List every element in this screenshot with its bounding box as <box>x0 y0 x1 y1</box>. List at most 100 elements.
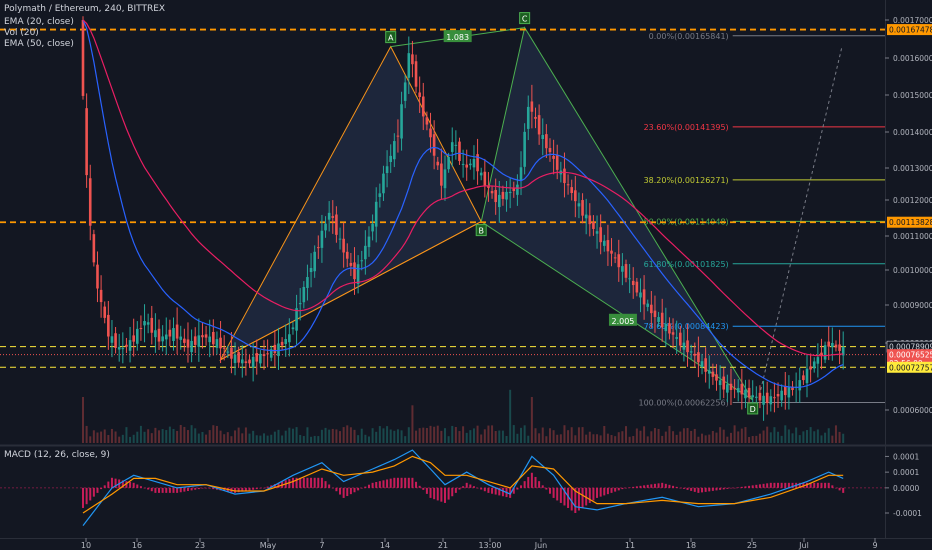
macd-histogram-bar <box>339 487 342 495</box>
candle-body <box>146 322 150 325</box>
candle-body <box>96 264 99 289</box>
candle-body <box>523 131 526 167</box>
macd-axis-label: -0.0001 <box>893 509 922 518</box>
volume-bar <box>444 428 446 443</box>
macd-histogram-bar <box>418 485 421 488</box>
macd-histogram-bar <box>186 487 189 491</box>
volume-bar <box>690 430 693 443</box>
volume-bar <box>827 428 830 443</box>
macd-histogram-bar <box>476 487 479 489</box>
volume-bar <box>349 427 352 443</box>
candle-body <box>418 92 421 97</box>
macd-histogram-bar <box>462 486 465 488</box>
candle <box>338 227 342 250</box>
volume-bar <box>635 428 638 443</box>
macd-title[interactable]: MACD (12, 26, close, 9) <box>4 450 110 460</box>
candle-body <box>389 155 392 162</box>
volume-bar <box>581 427 584 443</box>
candle-body <box>164 334 168 340</box>
pattern-point-marker <box>519 12 531 25</box>
candle-body <box>602 240 606 246</box>
candle-body <box>277 343 280 357</box>
macd-histogram-bar <box>729 487 732 489</box>
candle-body <box>827 341 831 347</box>
candle <box>212 319 215 356</box>
candle <box>440 148 443 199</box>
candle <box>317 235 320 259</box>
volume-bar <box>367 436 370 443</box>
macd-histogram-bar <box>487 487 490 493</box>
volume-bar <box>787 429 790 443</box>
candle <box>458 137 461 165</box>
harmonic-triangle-xab <box>219 45 482 361</box>
candle <box>765 381 769 415</box>
candle <box>512 181 516 198</box>
volume-bar <box>664 431 667 443</box>
candle-body <box>646 303 650 307</box>
time-axis-label: Jul <box>798 541 809 550</box>
candle <box>621 253 624 286</box>
volume-bar <box>744 427 747 443</box>
candle-body <box>259 353 262 364</box>
candle <box>783 371 787 410</box>
macd-histogram-bar <box>617 487 620 491</box>
candle <box>574 176 577 218</box>
candle-body <box>744 389 747 399</box>
candle-body <box>208 336 211 343</box>
candle <box>671 318 675 348</box>
symbol-title: Polymath / Ethereum, 240, BITTREX <box>4 4 166 14</box>
candle <box>240 345 244 378</box>
macd-histogram-bar <box>349 487 352 495</box>
macd-histogram-bar <box>183 487 186 492</box>
candle <box>534 107 537 129</box>
candle <box>657 311 660 328</box>
macd-histogram-bar <box>342 487 345 498</box>
candle-body <box>219 337 222 349</box>
macd-histogram-bar <box>635 486 638 488</box>
time-axis-label: 7 <box>319 541 324 550</box>
candle <box>164 317 168 355</box>
macd-histogram-bar <box>501 487 504 497</box>
candle-body <box>671 332 675 335</box>
indicator-ema20-label[interactable]: EMA (20, close) <box>4 17 74 27</box>
indicator-ema50-label[interactable]: EMA (50, close) <box>4 39 74 49</box>
candle-body <box>407 53 411 78</box>
macd-histogram-bar <box>176 487 179 493</box>
macd-histogram-bar <box>534 476 537 488</box>
candle <box>610 238 613 267</box>
candle <box>371 214 374 241</box>
volume-bar <box>186 430 189 443</box>
volume-bar <box>110 428 113 443</box>
time-axis-label: 10 <box>81 541 91 550</box>
candle <box>469 158 472 170</box>
candle <box>740 368 744 410</box>
volume-bar <box>389 429 392 443</box>
candle-body <box>443 169 447 189</box>
indicator-volume-label[interactable]: Vol (20) <box>4 28 39 38</box>
volume-bar <box>795 427 798 443</box>
macd-histogram-bar <box>491 487 494 494</box>
candle <box>183 328 186 352</box>
candle <box>110 320 114 358</box>
volume-bar <box>653 428 656 443</box>
candle-body <box>367 236 371 248</box>
volume-bar <box>244 427 247 443</box>
candle-body <box>324 223 327 231</box>
candle <box>96 251 99 303</box>
macd-histogram-bar <box>545 487 548 490</box>
macd-histogram-bar <box>121 480 124 488</box>
volume-bar <box>132 434 135 443</box>
ema20-line <box>82 19 844 388</box>
macd-histogram-bar <box>411 477 414 488</box>
candle <box>693 342 697 367</box>
candle-body <box>342 238 345 253</box>
candle <box>494 178 497 215</box>
candle-body <box>403 82 407 101</box>
macd-histogram-bar <box>784 482 787 488</box>
candle-body <box>816 357 820 364</box>
volume-bar <box>498 430 501 443</box>
volume-bar <box>646 436 649 443</box>
macd-histogram-bar <box>85 487 88 505</box>
candle-body <box>697 352 700 363</box>
